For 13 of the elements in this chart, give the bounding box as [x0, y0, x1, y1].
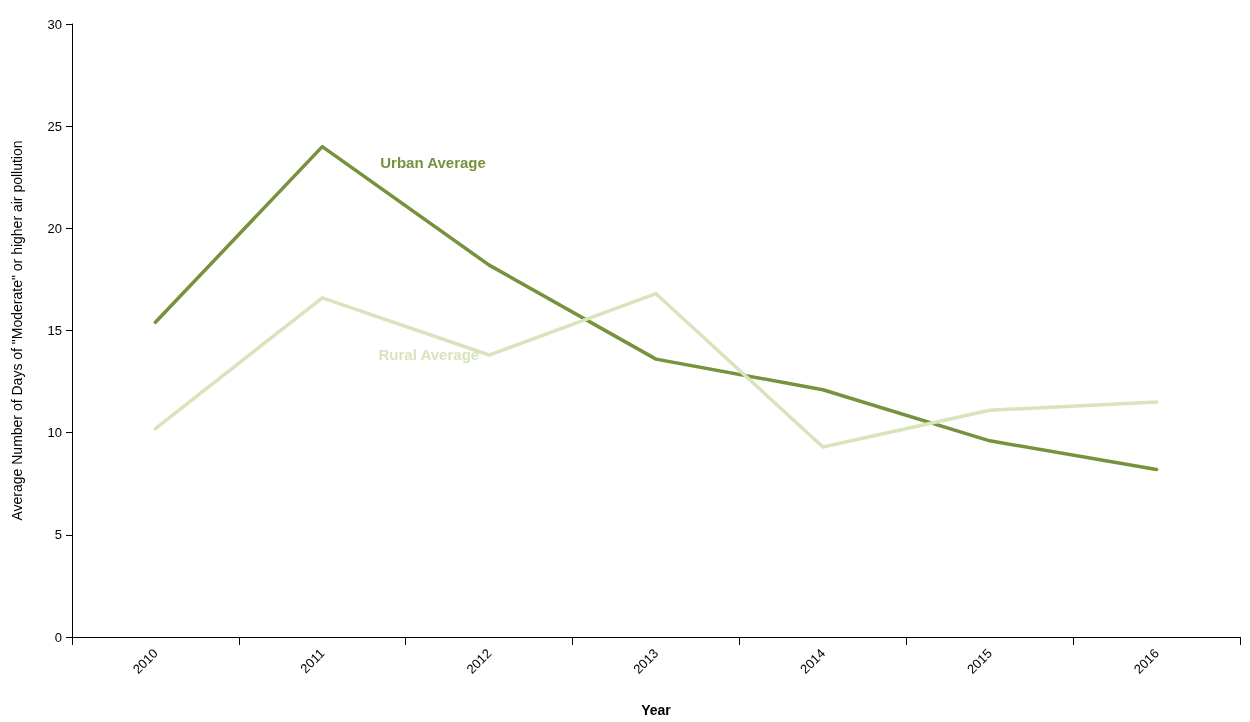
series-label: Urban Average [380, 153, 486, 171]
x-axis-title: Year [641, 702, 672, 718]
y-axis-title: Average Number of Days of "Moderate" or higher air pollution [9, 140, 25, 521]
y-tick-label: 30 [47, 16, 62, 32]
line-series [153, 291, 1159, 449]
y-tick-label: 5 [54, 527, 62, 543]
y-tick-label: 20 [47, 220, 62, 236]
y-tick-label: 0 [54, 629, 62, 645]
y-tick-label: 10 [47, 425, 62, 441]
line-series [153, 144, 1159, 472]
y-tick-label: 25 [47, 118, 62, 134]
series-label: Rural Average [378, 346, 480, 364]
y-tick-label: 15 [47, 323, 62, 338]
